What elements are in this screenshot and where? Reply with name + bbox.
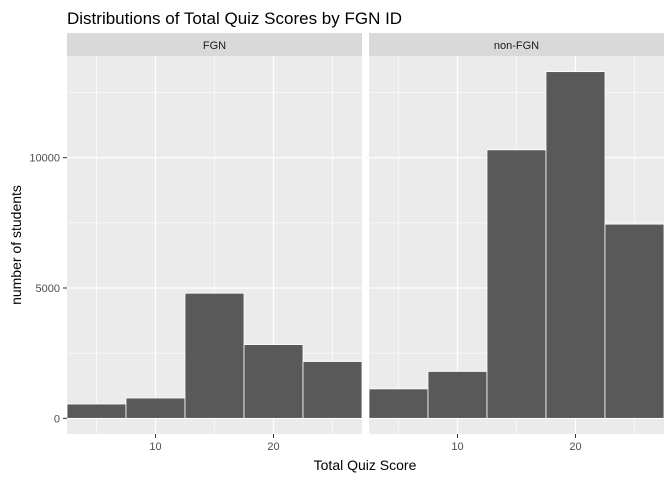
y-axis-title: number of students [8,185,24,305]
panel-non-fgn: non-FGN 10 20 [368,33,665,453]
x-axis-title: Total Quiz Score [314,457,417,473]
facet-strip-label: non-FGN [494,40,539,52]
histogram-bar [545,71,606,419]
histogram-bar [604,223,665,419]
histogram-bar [243,344,304,419]
histogram-bar [427,371,488,419]
panel-fgn: FGN 10 20 [66,33,363,453]
histogram-bar [184,292,245,419]
y-tick-label: 0 [54,413,60,425]
histogram-bar [302,361,363,419]
histogram-bar [125,397,186,419]
y-tick-label: 5000 [36,283,60,295]
y-axis: 0 5000 10000 [29,153,67,425]
y-tick-label: 10000 [29,153,60,165]
histogram-bar [368,388,429,419]
facet-strip [369,33,664,56]
chart-title: Distributions of Total Quiz Scores by FG… [67,9,402,28]
facet-strip-label: FGN [203,40,226,52]
x-tick-label: 10 [149,441,161,453]
facet-strip [67,33,362,56]
facet-panels: FGN 10 20 non-FGN 10 20 [66,33,665,453]
x-tick-label: 10 [451,441,463,453]
histogram-bar [66,403,127,419]
x-tick-label: 20 [569,441,581,453]
x-tick-label: 20 [267,441,279,453]
histogram-bar [486,149,547,419]
